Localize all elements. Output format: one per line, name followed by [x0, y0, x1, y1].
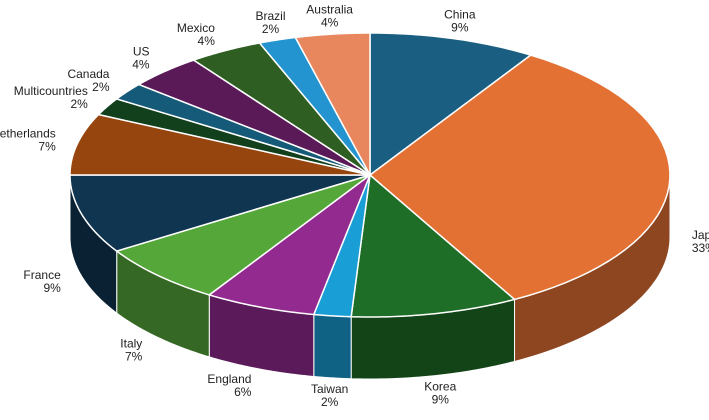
pie-slice — [350, 173, 517, 318]
pie-slice — [368, 54, 671, 301]
slice-value-label: 6% — [234, 385, 252, 399]
slice-value-label: 2% — [70, 97, 88, 111]
slice-value-label: 2% — [262, 22, 280, 36]
slice-label: Australia — [306, 2, 353, 16]
pie-slice — [97, 98, 371, 176]
slice-label: Mexico — [177, 21, 215, 35]
slice-label: Canada — [67, 67, 109, 81]
slice-value-label: 33% — [692, 241, 709, 255]
pie-slice — [115, 83, 371, 176]
slice-label: Italy — [120, 336, 142, 350]
slice-label: Taiwan — [311, 382, 348, 396]
pie-slice — [258, 36, 371, 176]
slice-value-label: 4% — [321, 15, 339, 29]
slice-label: France — [23, 268, 61, 282]
slice-value-label: 9% — [451, 21, 469, 35]
pie-slice — [137, 59, 371, 176]
pie-slice — [191, 42, 371, 176]
slice-label: Multicountries — [14, 84, 88, 98]
slice-value-label: 7% — [125, 349, 143, 363]
slice-value-label: 2% — [92, 80, 110, 94]
pie-side — [313, 313, 352, 380]
slice-label: Netherlands — [0, 126, 56, 140]
slice-value-label: 9% — [43, 281, 61, 295]
slice-label: England — [207, 372, 251, 386]
pie-slice — [294, 32, 371, 176]
slice-label: US — [133, 45, 150, 59]
slice-value-label: 4% — [132, 58, 150, 72]
pie-slice — [369, 32, 533, 177]
slice-value-label: 2% — [321, 395, 339, 409]
slice-value-label: 9% — [432, 392, 450, 406]
slice-label: Korea — [424, 379, 456, 393]
slice-value-label: 4% — [198, 34, 216, 48]
slice-label: Brazil — [255, 9, 285, 23]
slice-label: China — [444, 8, 476, 22]
pie-slice — [115, 174, 371, 296]
pie-slice — [69, 174, 371, 252]
slice-label: Japan — [692, 228, 709, 242]
pie-slice — [69, 113, 371, 176]
slice-value-label: 7% — [38, 139, 56, 153]
pie-slice — [207, 172, 372, 316]
